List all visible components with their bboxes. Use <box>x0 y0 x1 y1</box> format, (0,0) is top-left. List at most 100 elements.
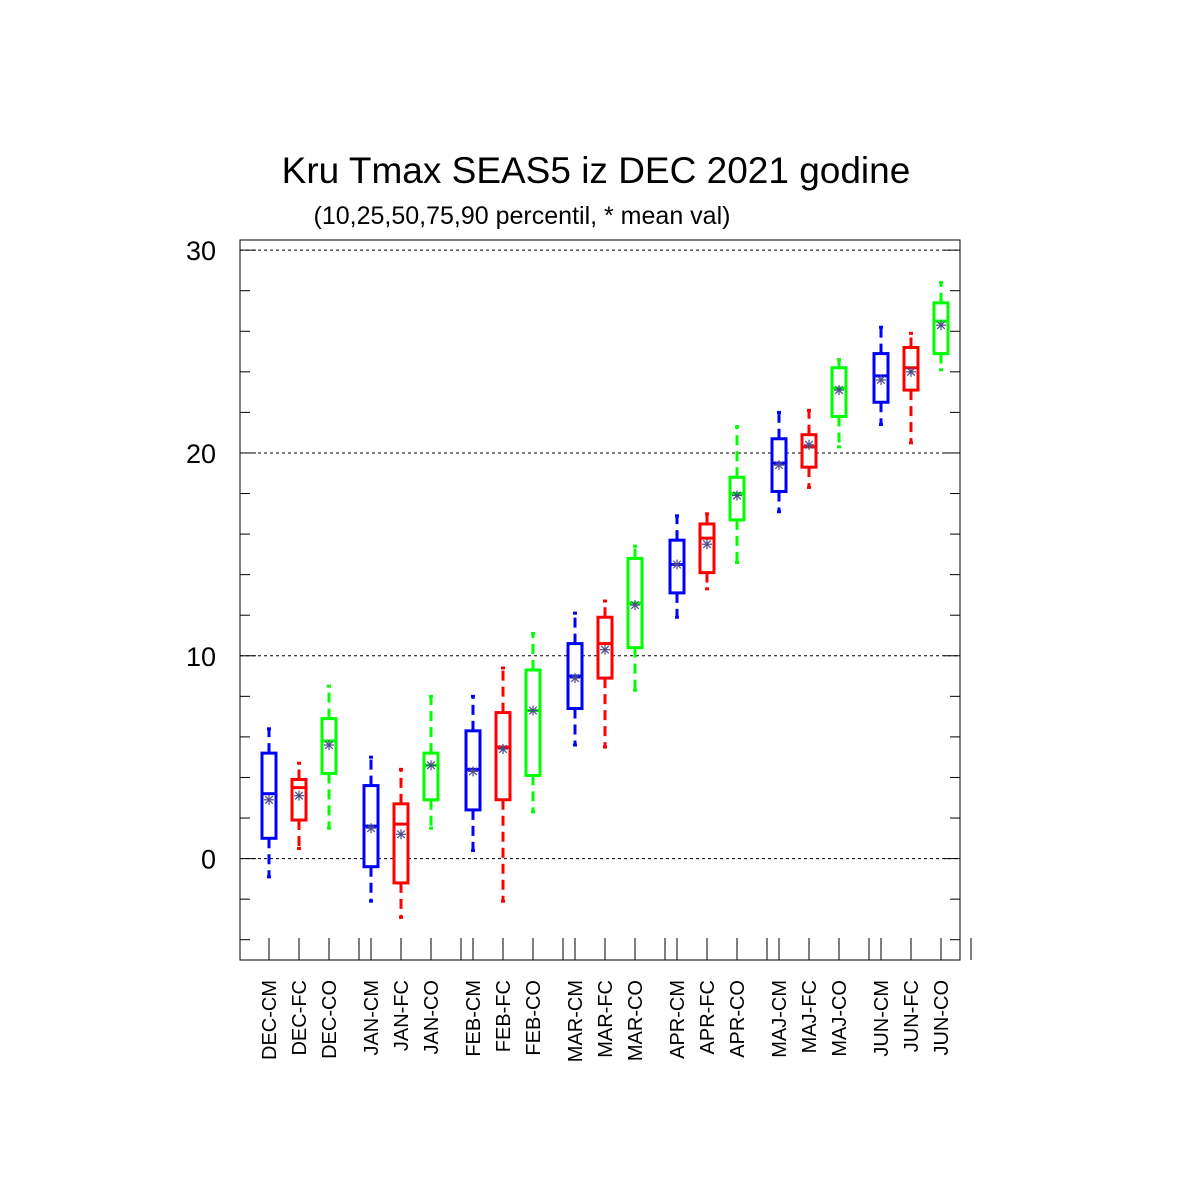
mean-stroke <box>324 740 334 750</box>
boxes <box>260 281 950 919</box>
mean-stroke <box>732 491 742 500</box>
box-jan-co <box>422 694 440 830</box>
x-tick-label: JUN-CO <box>931 980 953 1056</box>
mean-stroke <box>426 761 436 770</box>
mean-stroke <box>528 706 538 715</box>
chart-title: Kru Tmax SEAS5 iz DEC 2021 godine <box>282 150 911 191</box>
box-apr-co <box>728 425 746 564</box>
box-body <box>800 433 818 469</box>
mean-stroke <box>366 823 376 833</box>
mean-stroke <box>834 385 844 395</box>
y-tick-label: 0 <box>201 845 216 875</box>
mean-marker <box>294 790 304 801</box>
mean-marker <box>498 744 508 755</box>
plot-frame <box>239 239 961 961</box>
mean-marker <box>468 766 478 777</box>
x-tick-label: JAN-CO <box>421 980 443 1054</box>
box-feb-fc <box>494 666 512 903</box>
x-tick-label: APR-FC <box>697 980 719 1054</box>
box-dec-fc <box>290 761 308 850</box>
y-tick-label: 10 <box>186 642 216 672</box>
mean-marker <box>630 600 640 611</box>
mean-stroke <box>876 375 886 385</box>
box-jan-cm <box>362 755 380 903</box>
y-tick-label: 20 <box>186 439 216 469</box>
mean-stroke <box>702 540 712 549</box>
box-mar-co <box>626 544 644 692</box>
box-body <box>494 711 512 802</box>
x-tick-label: FEB-FC <box>493 980 515 1052</box>
box-maj-fc <box>800 408 818 489</box>
box-body <box>422 751 440 802</box>
box-body <box>392 802 410 885</box>
y-tick-label: 30 <box>186 236 216 266</box>
x-tick-label: MAJ-CM <box>769 980 791 1058</box>
mean-marker <box>774 460 784 471</box>
x-tick-label: JUN-FC <box>901 980 923 1052</box>
mean-marker <box>672 559 682 570</box>
x-tick-label: MAR-FC <box>595 980 617 1058</box>
mean-marker <box>264 794 274 805</box>
x-tick-label: FEB-CO <box>523 980 545 1056</box>
mean-stroke <box>396 830 406 839</box>
box-dec-co <box>320 684 338 830</box>
box-mar-fc <box>596 599 614 749</box>
mean-marker <box>732 490 742 501</box>
box-mar-cm <box>566 611 584 747</box>
mean-stroke <box>264 795 274 804</box>
box-apr-cm <box>668 514 686 619</box>
box-maj-cm <box>770 410 788 514</box>
mean-marker <box>570 673 580 684</box>
box-jun-co <box>932 281 950 372</box>
mean-marker <box>396 829 406 840</box>
mean-marker <box>702 539 712 550</box>
mean-stroke <box>804 440 814 450</box>
mean-marker <box>834 385 844 396</box>
box-jun-fc <box>902 331 920 445</box>
mean-marker <box>804 439 814 450</box>
x-tick-label: DEC-CM <box>259 980 281 1060</box>
box-feb-co <box>524 631 542 814</box>
x-tick-label: MAR-CM <box>565 980 587 1062</box>
box-feb-cm <box>464 694 482 852</box>
mean-stroke <box>570 673 580 683</box>
mean-stroke <box>600 645 610 654</box>
axes: 0 10 20 30 DEC-CM DEC-FC DEC-CO JAN-CM JAN-FC JAN… <box>186 236 972 1062</box>
x-tick-label: FEB-CM <box>463 980 485 1057</box>
box-jun-cm <box>872 325 890 427</box>
x-tick-label: DEC-FC <box>289 980 311 1056</box>
mean-marker <box>936 320 946 331</box>
mean-stroke <box>672 560 682 569</box>
x-tick-label: JAN-FC <box>391 980 413 1051</box>
box-apr-fc <box>698 512 716 591</box>
mean-marker <box>426 760 436 771</box>
mean-marker <box>906 366 916 377</box>
chart-subtitle: (10,25,50,75,90 percentil, * mean val) <box>314 202 731 230</box>
mean-marker <box>600 644 610 655</box>
box-maj-co <box>830 358 848 449</box>
mean-marker <box>366 823 376 834</box>
mean-stroke <box>936 321 946 330</box>
box-dec-cm <box>260 727 278 879</box>
mean-marker <box>876 374 886 385</box>
x-tick-label: MAR-CO <box>625 980 647 1061</box>
mean-stroke <box>630 600 640 610</box>
mean-marker <box>324 740 334 751</box>
x-tick-label: APR-CO <box>727 980 749 1058</box>
mean-stroke <box>774 460 784 470</box>
mean-stroke <box>906 367 916 377</box>
box-body <box>524 668 542 777</box>
x-tick-label: MAJ-CO <box>829 980 851 1057</box>
x-tick-label: JUN-CM <box>871 980 893 1057</box>
gridlines <box>240 249 960 860</box>
mean-stroke <box>294 791 304 800</box>
x-tick-label: DEC-CO <box>319 980 341 1059</box>
mean-marker <box>528 705 538 716</box>
x-tick-label: JAN-CM <box>361 980 383 1056</box>
mean-stroke <box>498 744 508 754</box>
mean-stroke <box>468 767 478 776</box>
box-jan-fc <box>392 767 410 919</box>
x-tick-label: APR-CM <box>667 980 689 1059</box>
x-tick-label: MAJ-FC <box>799 980 821 1053</box>
